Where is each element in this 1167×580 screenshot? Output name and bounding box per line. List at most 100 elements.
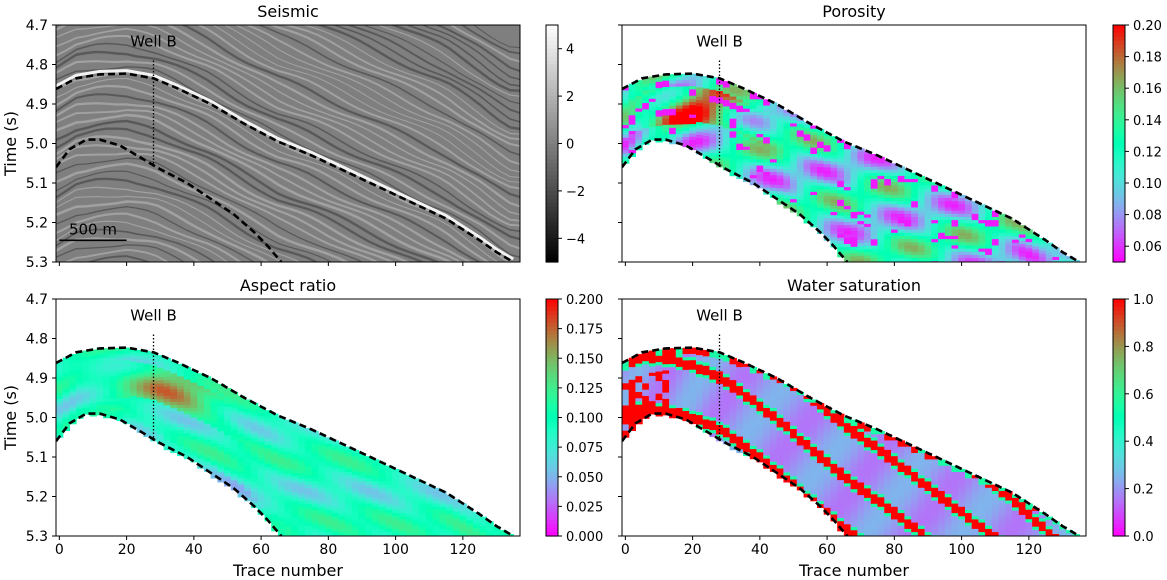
colorbar-step: [1113, 167, 1125, 172]
property-cell: [817, 444, 825, 448]
property-cell: [783, 147, 791, 152]
property-cell: [365, 478, 373, 483]
property-cell: [756, 111, 764, 116]
property-cell: [635, 417, 643, 422]
property-cell: [177, 417, 185, 422]
property-cell: [870, 210, 879, 215]
property-cell: [729, 430, 737, 435]
property-cell: [622, 370, 630, 375]
property-cell: [284, 498, 292, 503]
property-cell: [749, 404, 758, 409]
property-cell: [776, 443, 784, 447]
property-cell: [796, 445, 805, 450]
property-cell: [439, 513, 447, 517]
property-cell: [769, 455, 778, 460]
property-cell: [810, 478, 818, 483]
property-cell: [365, 516, 373, 521]
property-cell: [756, 181, 764, 186]
colorbar-tick-label: 0.075: [566, 441, 603, 456]
seismic-reflector: [56, 237, 202, 262]
colorbar-step: [546, 385, 558, 391]
property-cell: [163, 364, 171, 369]
seismic-reflector: [56, 206, 255, 262]
property-cell: [197, 385, 205, 390]
property-cell: [143, 408, 151, 412]
property-cell: [224, 394, 232, 398]
property-cell: [783, 138, 791, 143]
property-cell: [291, 482, 299, 487]
colorbar-tick-label: 0.175: [566, 323, 603, 338]
property-cell: [843, 483, 852, 488]
property-cell: [412, 532, 420, 536]
property-cell: [790, 425, 798, 430]
property-cell: [709, 153, 717, 157]
seismic-reflector: [56, 113, 453, 262]
property-cell: [891, 204, 899, 209]
property-cell: [439, 528, 447, 533]
property-cell: [642, 115, 650, 120]
property-cell: [150, 390, 158, 394]
property-cell: [837, 202, 845, 207]
property-cell: [810, 446, 818, 451]
property-cell: [452, 518, 461, 522]
property-cell: [897, 513, 905, 517]
property-cell: [642, 364, 650, 369]
property-cell: [156, 431, 165, 435]
property-cell: [837, 155, 845, 160]
property-cell: [904, 491, 912, 495]
property-cell: [790, 180, 798, 184]
property-cell: [304, 507, 313, 511]
property-cell: [884, 497, 892, 502]
property-cell: [284, 429, 292, 433]
property-cell: [756, 140, 764, 145]
property-cell: [749, 411, 758, 415]
property-cell: [62, 405, 70, 409]
property-cell: [210, 405, 218, 410]
property-cell: [143, 366, 151, 371]
property-cell: [419, 503, 427, 508]
property-cell: [877, 179, 885, 183]
property-cell: [197, 408, 205, 412]
property-cell: [662, 96, 670, 101]
property-cell: [702, 117, 710, 121]
property-cell: [1005, 229, 1013, 234]
property-cell: [870, 456, 879, 461]
property-cell: [796, 410, 805, 415]
property-cell: [298, 523, 306, 527]
property-cell: [796, 136, 805, 141]
property-cell: [237, 424, 245, 428]
colorbar-step: [1113, 96, 1125, 101]
property-cell: [89, 403, 97, 407]
property-cell: [756, 178, 764, 183]
property-cell: [203, 439, 212, 444]
property-cell: [1025, 235, 1033, 240]
property-cell: [177, 430, 185, 434]
property-cell: [897, 532, 905, 536]
property-cell: [277, 514, 286, 519]
property-cell: [736, 386, 744, 390]
property-cell: [924, 188, 932, 193]
property-cell: [857, 457, 865, 461]
property-cell: [763, 111, 771, 116]
property-cell: [62, 367, 70, 371]
property-cell: [156, 412, 165, 416]
property-cell: [823, 425, 831, 430]
property-cell: [830, 435, 838, 440]
property-cell: [769, 379, 778, 384]
property-cell: [170, 367, 178, 371]
property-cell: [251, 460, 259, 464]
property-cell: [56, 408, 64, 413]
property-cell: [783, 188, 791, 193]
property-cell: [325, 475, 333, 479]
property-cell: [776, 474, 784, 479]
property-cell: [877, 475, 885, 479]
property-cell: [790, 161, 798, 166]
property-cell: [669, 386, 677, 390]
colorbar-step: [546, 104, 558, 109]
property-cell: [365, 491, 373, 495]
property-cell: [749, 430, 758, 434]
property-cell: [783, 122, 791, 127]
property-cell: [810, 399, 818, 404]
property-cell: [130, 415, 138, 419]
property-cell: [763, 187, 771, 192]
